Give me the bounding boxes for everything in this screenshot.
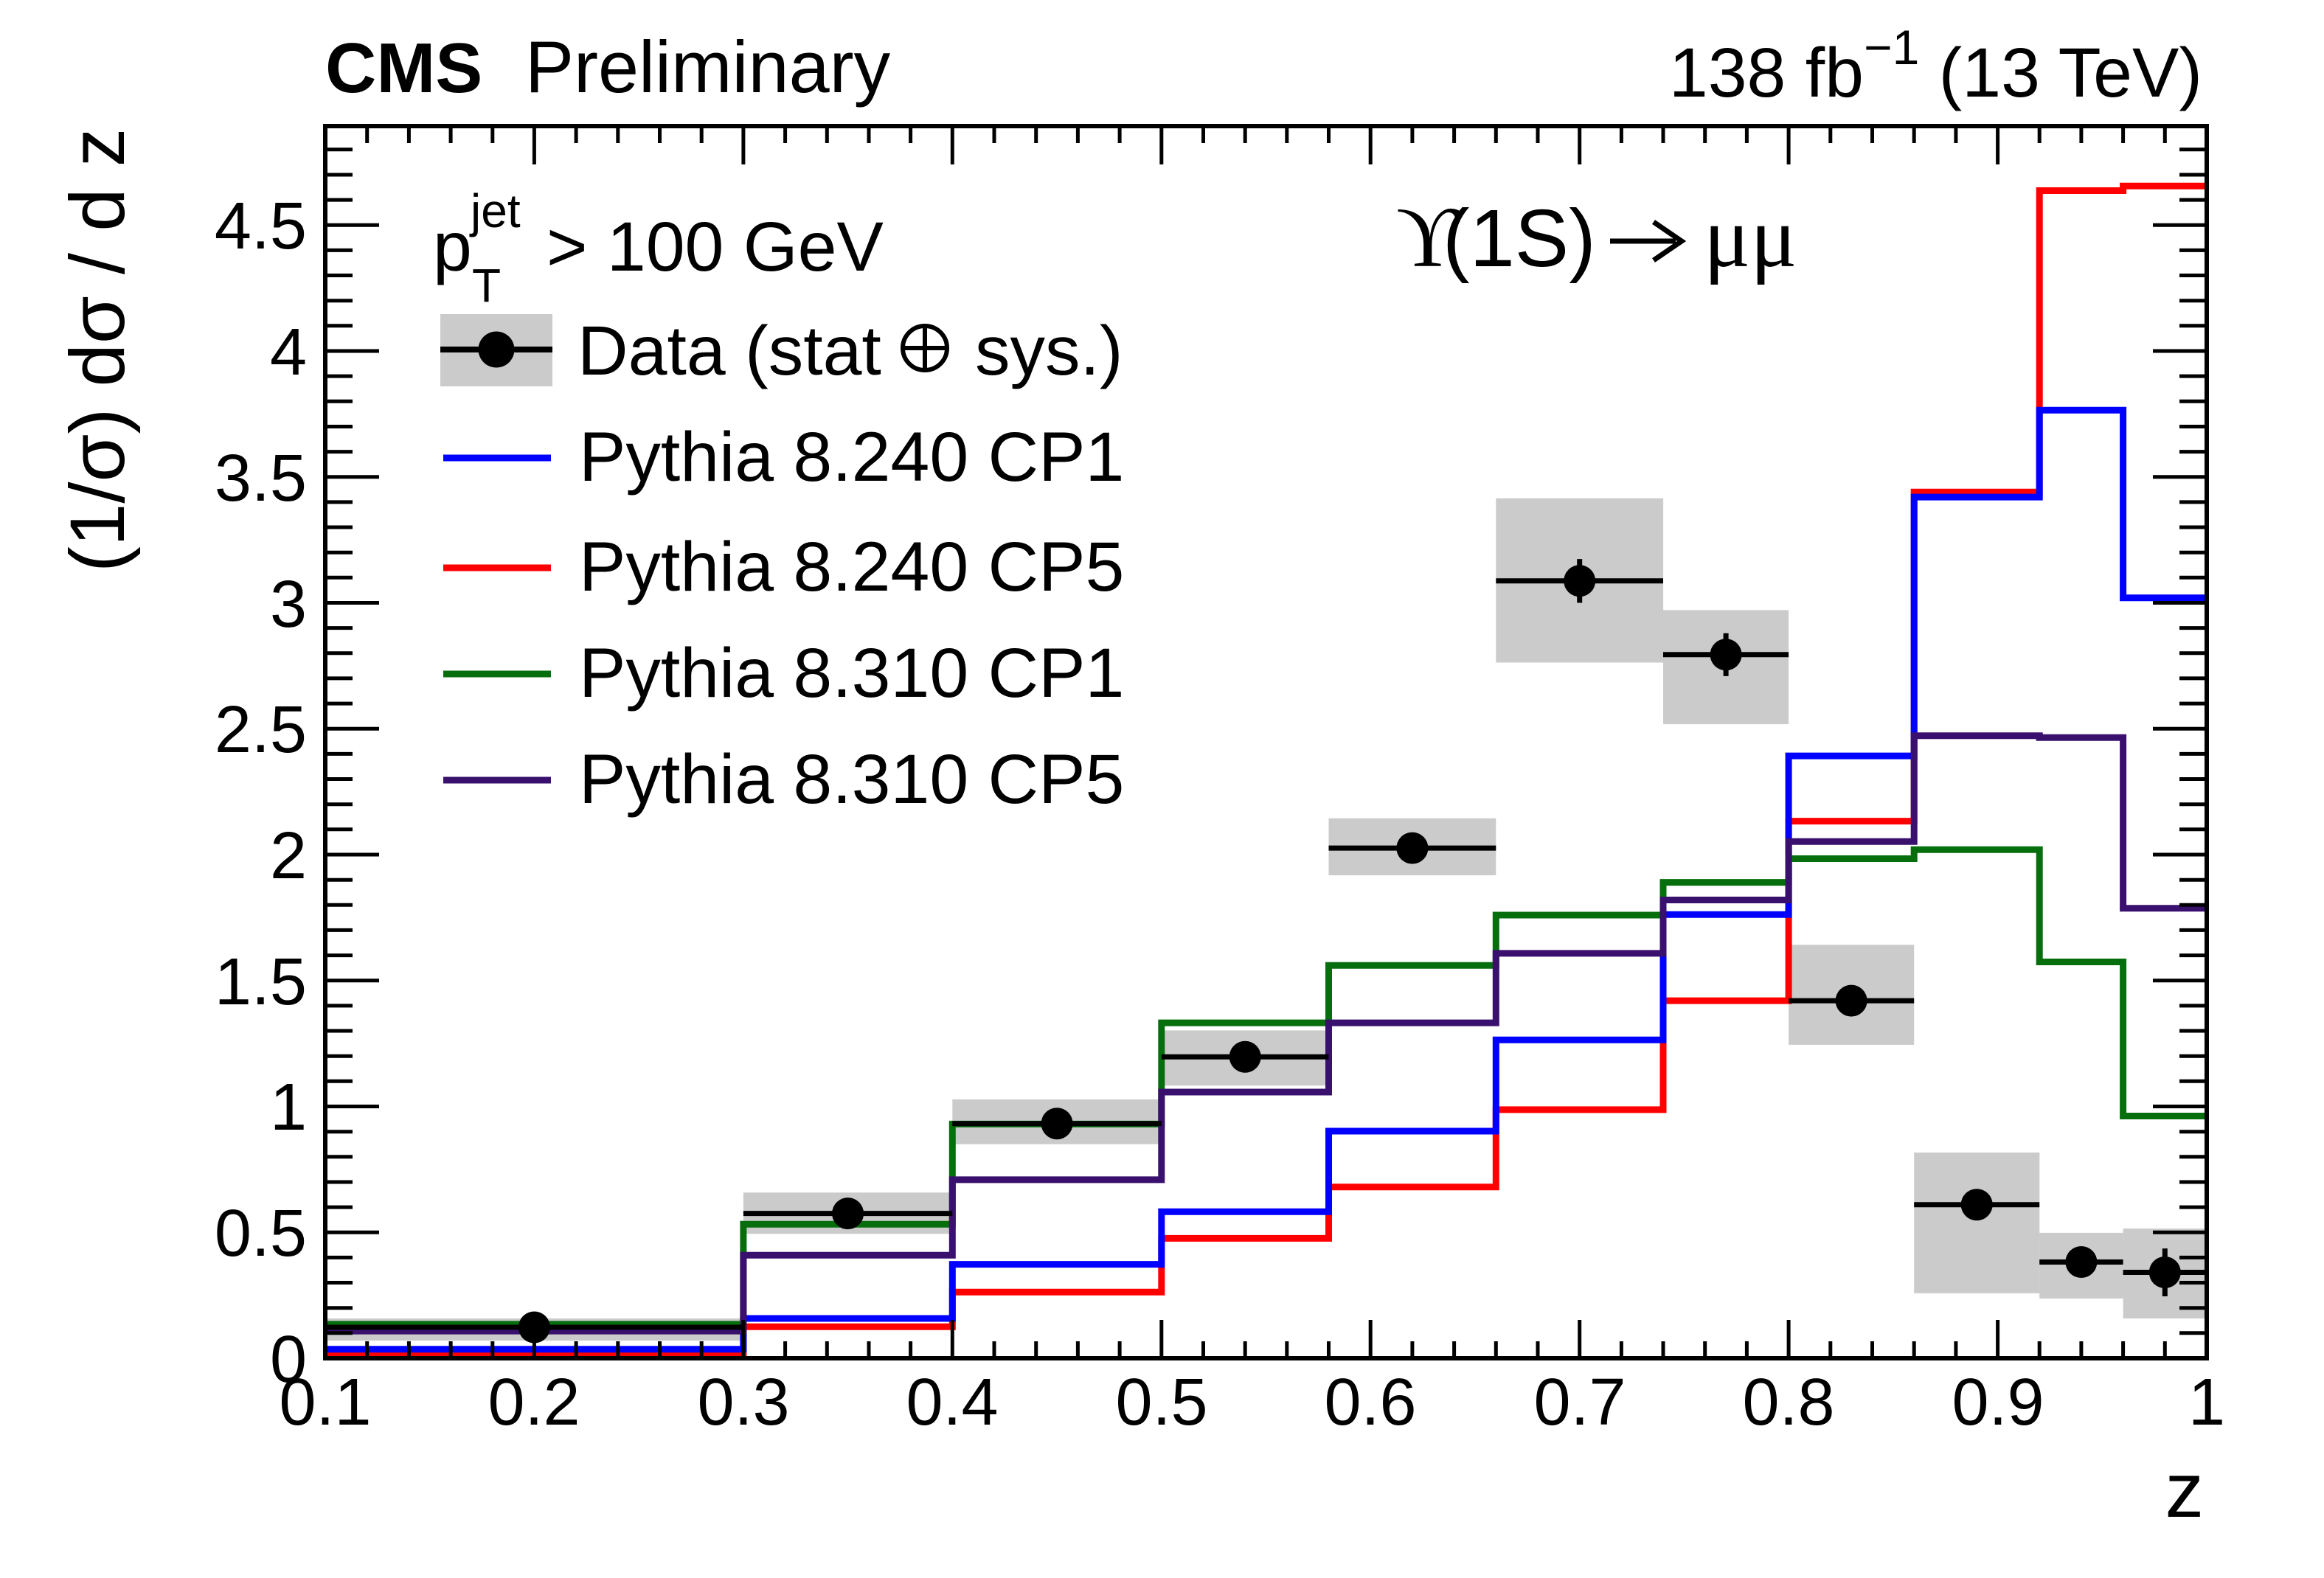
svg-text:0.5: 0.5 xyxy=(215,1197,307,1271)
svg-text:(1S): (1S) xyxy=(1443,193,1596,284)
svg-text:μμ: μμ xyxy=(1704,189,1797,285)
svg-text:Pythia 8.240 CP5: Pythia 8.240 CP5 xyxy=(579,528,1124,606)
svg-text:4: 4 xyxy=(270,316,307,389)
svg-text:3: 3 xyxy=(270,568,307,642)
svg-text:Preliminary: Preliminary xyxy=(525,26,891,108)
svg-text:0.4: 0.4 xyxy=(906,1366,998,1439)
svg-text:Pythia 8.310 CP5: Pythia 8.310 CP5 xyxy=(579,740,1124,818)
svg-text:T: T xyxy=(472,259,501,312)
svg-text:> 100 GeV: > 100 GeV xyxy=(547,208,884,286)
svg-text:jet: jet xyxy=(469,184,521,237)
svg-text:138 fb−1 (13 TeV): 138 fb−1 (13 TeV) xyxy=(1669,20,2202,112)
svg-text:1: 1 xyxy=(2188,1366,2225,1439)
svg-text:ϒ: ϒ xyxy=(1396,189,1460,285)
svg-text:0.2: 0.2 xyxy=(488,1366,580,1439)
svg-text:Pythia 8.240 CP1: Pythia 8.240 CP1 xyxy=(579,418,1124,496)
svg-text:4.5: 4.5 xyxy=(215,190,307,263)
svg-text:0: 0 xyxy=(270,1323,307,1397)
svg-text:3.5: 3.5 xyxy=(215,442,307,515)
svg-text:0.7: 0.7 xyxy=(1533,1366,1626,1439)
svg-text:0.1: 0.1 xyxy=(279,1366,371,1439)
svg-text:Pythia 8.310 CP1: Pythia 8.310 CP1 xyxy=(579,634,1124,712)
svg-text:sys.): sys.) xyxy=(975,312,1123,390)
svg-text:Data (stat: Data (stat xyxy=(577,312,881,390)
svg-text:CMS: CMS xyxy=(325,29,482,108)
svg-text:p: p xyxy=(433,208,472,286)
svg-text:0.8: 0.8 xyxy=(1742,1366,1834,1439)
svg-text:(1/σ) dσ / d z: (1/σ) dσ / d z xyxy=(55,128,141,572)
svg-text:0.9: 0.9 xyxy=(1952,1366,2044,1439)
svg-text:2.5: 2.5 xyxy=(215,693,307,767)
svg-text:1: 1 xyxy=(270,1071,307,1144)
svg-text:2: 2 xyxy=(270,819,307,893)
svg-text:1.5: 1.5 xyxy=(215,945,307,1019)
svg-text:z: z xyxy=(2165,1447,2205,1534)
svg-text:0.6: 0.6 xyxy=(1324,1366,1416,1439)
svg-text:0.5: 0.5 xyxy=(1115,1366,1207,1439)
svg-text:0.3: 0.3 xyxy=(697,1366,789,1439)
